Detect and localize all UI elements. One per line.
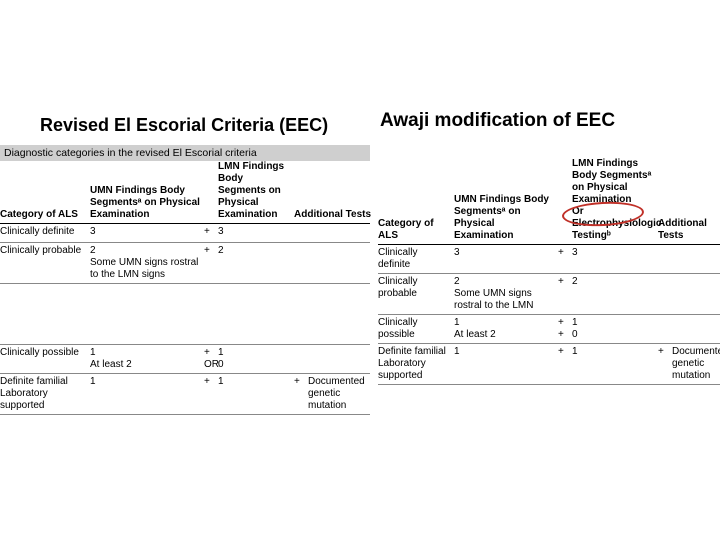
table-row: Definite familial Laboratory supported 1… [0,374,370,415]
plus-icon: + [294,376,308,388]
cell: 0 [572,329,654,341]
cell: 0 [218,359,290,371]
cell: 2 [218,245,294,257]
cell: Definite familial Laboratory supported [378,346,454,382]
cell: 1 [454,317,554,329]
plus-icon: + [558,247,572,259]
blank-gap [0,284,370,344]
cell: 3 [572,247,658,259]
cell: 2 Some UMN signs rostral to the LMN [454,276,558,312]
table-row: Clinically definite 3 + 3 [0,224,370,243]
left-h1: Category of ALS [0,209,90,221]
left-h3: LMN Findings Body Segments on Physical E… [218,161,294,221]
plus-icon: + + [558,317,572,341]
left-banner: Diagnostic categories in the revised El … [0,145,370,161]
cell: Clinically probable [378,276,454,300]
cell: 3 [218,226,294,238]
right-h4: Additional Tests [658,218,720,242]
table-row: Clinically possible 1 At least 2 + OR 1 … [0,344,370,374]
cell: Documented genetic mutation [308,376,370,412]
cell: Clinically definite [378,247,454,271]
plus-icon: + [204,245,218,257]
cell: + [558,329,572,341]
plus-icon: + [204,226,218,238]
table-row: Clinically definite 3 + 3 [378,245,720,274]
cell: 1 [572,317,654,329]
cell: 1 [218,347,290,359]
cell: Definite familial Laboratory supported [0,376,90,412]
left-h2: UMN Findings Body Segmentsᵃ on Physical … [90,185,204,221]
plus-icon: + [558,276,572,288]
cell: 3 [454,247,558,259]
left-header-row: Category of ALS UMN Findings Body Segmen… [0,161,370,224]
cell: 2 [90,245,200,257]
plus-icon: + OR [204,347,218,371]
cell: + [558,317,572,329]
cell: Or [572,206,654,218]
electro-label: Electrophysiologic Testingᵇ [572,218,654,242]
left-table: Diagnostic categories in the revised El … [0,145,370,415]
plus-icon: + [204,376,218,388]
cell: 1 [454,346,558,358]
cell: 1 [90,347,200,359]
cell: Clinically possible [378,317,454,341]
plus-icon: + [658,346,672,358]
table-row: Clinically probable 2 Some UMN signs ros… [0,243,370,284]
cell: Some UMN signs rostral to the LMN signs [90,257,200,281]
left-h4: Additional Tests [294,209,386,221]
cell: 1 [572,346,658,358]
cell: OR [204,359,218,371]
cell: Clinically possible [0,347,90,359]
cell: 1 At least 2 [454,317,558,341]
right-header-row: Category of ALS UMN Findings Body Segmen… [378,158,720,245]
cell: 1 [218,376,294,388]
cell: 1 At least 2 [90,347,204,371]
cell: Clinically definite [0,226,90,238]
cell: 3 [90,226,204,238]
left-title: Revised El Escorial Criteria (EEC) [40,115,328,136]
cell: Some UMN signs rostral to the LMN [454,288,554,312]
right-title: Awaji modification of EEC [380,110,615,132]
cell: 2 Some UMN signs rostral to the LMN sign… [90,245,204,281]
cell: Clinically probable [0,245,90,257]
right-table: Category of ALS UMN Findings Body Segmen… [378,158,720,385]
cell: At least 2 [90,359,200,371]
plus-icon: + [558,346,572,358]
cell: LMN Findings Body Segmentsᵃ on Physical … [572,158,654,206]
table-row: Definite familial Laboratory supported 1… [378,344,720,385]
table-row: Clinically possible 1 At least 2 + + 1 0 [378,315,720,344]
cell: Documented genetic mutation [672,346,720,382]
cell: At least 2 [454,329,554,341]
cell: 2 [572,276,658,288]
cell: 1 [90,376,204,388]
right-h3: LMN Findings Body Segmentsᵃ on Physical … [572,158,658,242]
cell: + [204,347,218,359]
cell: 2 [454,276,554,288]
right-h1: Category of ALS [378,218,454,242]
table-row: Clinically probable 2 Some UMN signs ros… [378,274,720,315]
cell: 1 0 [218,347,294,371]
right-h2: UMN Findings Body Segmentsᵃ on Physical … [454,194,558,242]
cell: 1 0 [572,317,658,341]
